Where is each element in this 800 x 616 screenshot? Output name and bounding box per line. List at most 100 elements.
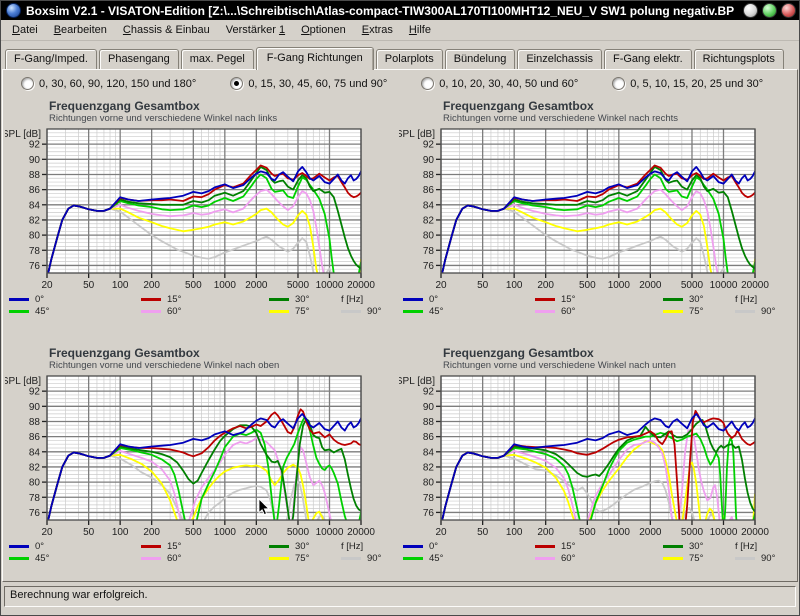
angle-option-label: 0, 5, 10, 15, 20, 25 und 30° bbox=[630, 77, 764, 90]
legend-item-15deg: 15° bbox=[535, 541, 663, 552]
legend-swatch bbox=[403, 298, 423, 301]
svg-text:92: 92 bbox=[423, 140, 435, 151]
legend-item-0deg: 0° bbox=[9, 294, 141, 305]
svg-text:86: 86 bbox=[29, 432, 41, 443]
tab-polarplots[interactable]: Polarplots bbox=[375, 49, 443, 69]
tab-phasengang[interactable]: Phasengang bbox=[98, 49, 179, 69]
legend-item-90deg: 90° bbox=[735, 553, 791, 564]
svg-text:200: 200 bbox=[143, 527, 160, 538]
legend-swatch bbox=[9, 545, 29, 548]
legend-label: 30° bbox=[689, 540, 704, 552]
svg-text:20000: 20000 bbox=[347, 280, 375, 291]
svg-text:2000: 2000 bbox=[245, 527, 268, 538]
angle-option-1[interactable]: 0, 30, 60, 90, 120, 150 und 180° bbox=[21, 77, 196, 90]
legend-label: 75° bbox=[295, 552, 310, 564]
svg-text:500: 500 bbox=[185, 280, 202, 291]
tab-b-ndelung[interactable]: Bündelung bbox=[444, 49, 516, 69]
angle-set-options: 0, 30, 60, 90, 120, 150 und 180° 0, 15, 3… bbox=[3, 70, 797, 97]
legend-label: 90° bbox=[761, 552, 776, 564]
svg-text:50: 50 bbox=[477, 527, 489, 538]
svg-text:80: 80 bbox=[423, 231, 435, 242]
angle-option-3[interactable]: 0, 10, 20, 30, 40, 50 und 60° bbox=[421, 77, 578, 90]
tab-f-gang-imped-[interactable]: F-Gang/Imped. bbox=[5, 49, 97, 69]
chart-title: Frequenzgang Gesamtbox bbox=[49, 99, 200, 113]
svg-text:5000: 5000 bbox=[287, 280, 310, 291]
svg-text:84: 84 bbox=[29, 200, 41, 211]
menu-item-extras[interactable]: Extras bbox=[361, 24, 393, 36]
menu-item-datei[interactable]: Datei bbox=[12, 24, 38, 36]
tab-f-gang-richtungen[interactable]: F-Gang Richtungen bbox=[255, 47, 374, 70]
chart-title: Frequenzgang Gesamtbox bbox=[443, 346, 594, 360]
legend-item-75deg: 75° bbox=[663, 553, 735, 564]
svg-text:92: 92 bbox=[423, 387, 435, 398]
maximize-button[interactable] bbox=[762, 3, 777, 18]
legend-item-45deg: 45° bbox=[9, 306, 141, 317]
tab-richtungsplots[interactable]: Richtungsplots bbox=[693, 49, 784, 69]
legend-swatch bbox=[269, 545, 289, 548]
svg-text:80: 80 bbox=[29, 478, 41, 489]
tab-bar: F-Gang/Imped. Phasengang max. Pegel F-Gang … bbox=[1, 41, 799, 70]
y-axis-label: SPL [dB] bbox=[5, 376, 41, 387]
menu-item-optionen[interactable]: Optionen bbox=[301, 24, 346, 36]
svg-text:50: 50 bbox=[83, 527, 95, 538]
svg-text:78: 78 bbox=[29, 493, 41, 504]
radio-selected-icon[interactable] bbox=[230, 77, 244, 90]
svg-text:1000: 1000 bbox=[214, 280, 237, 291]
legend-label: 60° bbox=[561, 552, 576, 564]
title-bar[interactable]: Boxsim V2.1 - VISATON-Edition [Z:\...\Sc… bbox=[1, 1, 799, 20]
chart-subtitle: Richtungen vorne und verschiedene Winkel… bbox=[443, 360, 676, 371]
legend-swatch bbox=[535, 298, 555, 301]
legend-label: 0° bbox=[429, 540, 439, 552]
legend-swatch bbox=[735, 557, 755, 560]
svg-text:86: 86 bbox=[423, 185, 435, 196]
legend-swatch bbox=[341, 310, 361, 313]
close-button[interactable] bbox=[781, 3, 796, 18]
chart-directions-left: Frequenzgang Gesamtbox Richtungen vorne … bbox=[5, 97, 397, 343]
plot-legend: 0° 15° 30° f [Hz] 45° 60° 75° 90° bbox=[9, 294, 397, 317]
menu-item-bearbeiten[interactable]: Bearbeiten bbox=[53, 24, 107, 36]
legend-label: 60° bbox=[167, 305, 182, 317]
tab-max-pegel[interactable]: max. Pegel bbox=[180, 49, 254, 69]
angle-option-2[interactable]: 0, 15, 30, 45, 60, 75 und 90° bbox=[230, 77, 387, 90]
legend-swatch bbox=[535, 557, 555, 560]
legend-item-15deg: 15° bbox=[141, 294, 269, 305]
legend-label: 0° bbox=[35, 293, 45, 305]
svg-text:76: 76 bbox=[423, 508, 435, 519]
angle-option-label: 0, 10, 20, 30, 40, 50 und 60° bbox=[439, 77, 579, 90]
svg-text:1000: 1000 bbox=[608, 280, 631, 291]
legend-label: 0° bbox=[35, 540, 45, 552]
radio-icon[interactable] bbox=[421, 77, 435, 90]
legend-item-30deg: 30° bbox=[663, 294, 735, 305]
legend-swatch bbox=[403, 310, 423, 313]
svg-text:5000: 5000 bbox=[681, 527, 704, 538]
legend-item-90deg: 90° bbox=[735, 306, 791, 317]
svg-text:90: 90 bbox=[423, 155, 435, 166]
svg-text:5000: 5000 bbox=[681, 280, 704, 291]
y-axis-label: SPL [dB] bbox=[399, 376, 435, 387]
svg-text:80: 80 bbox=[29, 231, 41, 242]
angle-option-4[interactable]: 0, 5, 10, 15, 20, 25 und 30° bbox=[612, 77, 763, 90]
svg-text:90: 90 bbox=[29, 155, 41, 166]
tab-einzelchassis[interactable]: Einzelchassis bbox=[517, 49, 602, 69]
chart-directions-down: Frequenzgang Gesamtbox Richtungen vorne … bbox=[399, 344, 791, 581]
svg-text:86: 86 bbox=[29, 185, 41, 196]
legend-label: 30° bbox=[295, 540, 310, 552]
menu-item-verst-rker-1[interactable]: Verstärker 1 bbox=[225, 24, 286, 36]
svg-text:50: 50 bbox=[477, 280, 489, 291]
svg-text:90: 90 bbox=[29, 402, 41, 413]
menu-item-hilfe[interactable]: Hilfe bbox=[408, 24, 431, 36]
minimize-button[interactable] bbox=[743, 3, 758, 18]
legend-label: 30° bbox=[295, 293, 310, 305]
tab-f-gang-elektr-[interactable]: F-Gang elektr. bbox=[603, 49, 692, 69]
svg-text:100: 100 bbox=[506, 280, 523, 291]
radio-icon[interactable] bbox=[21, 77, 34, 90]
svg-text:20: 20 bbox=[435, 280, 447, 291]
menu-item-chassis-einbau[interactable]: Chassis & Einbau bbox=[122, 24, 210, 36]
radio-icon[interactable] bbox=[612, 77, 626, 90]
svg-text:92: 92 bbox=[29, 140, 41, 151]
legend-label: 15° bbox=[561, 293, 576, 305]
svg-text:76: 76 bbox=[29, 261, 41, 272]
legend-label: 15° bbox=[167, 293, 182, 305]
chart-directions-right: Frequenzgang Gesamtbox Richtungen vorne … bbox=[399, 97, 791, 343]
